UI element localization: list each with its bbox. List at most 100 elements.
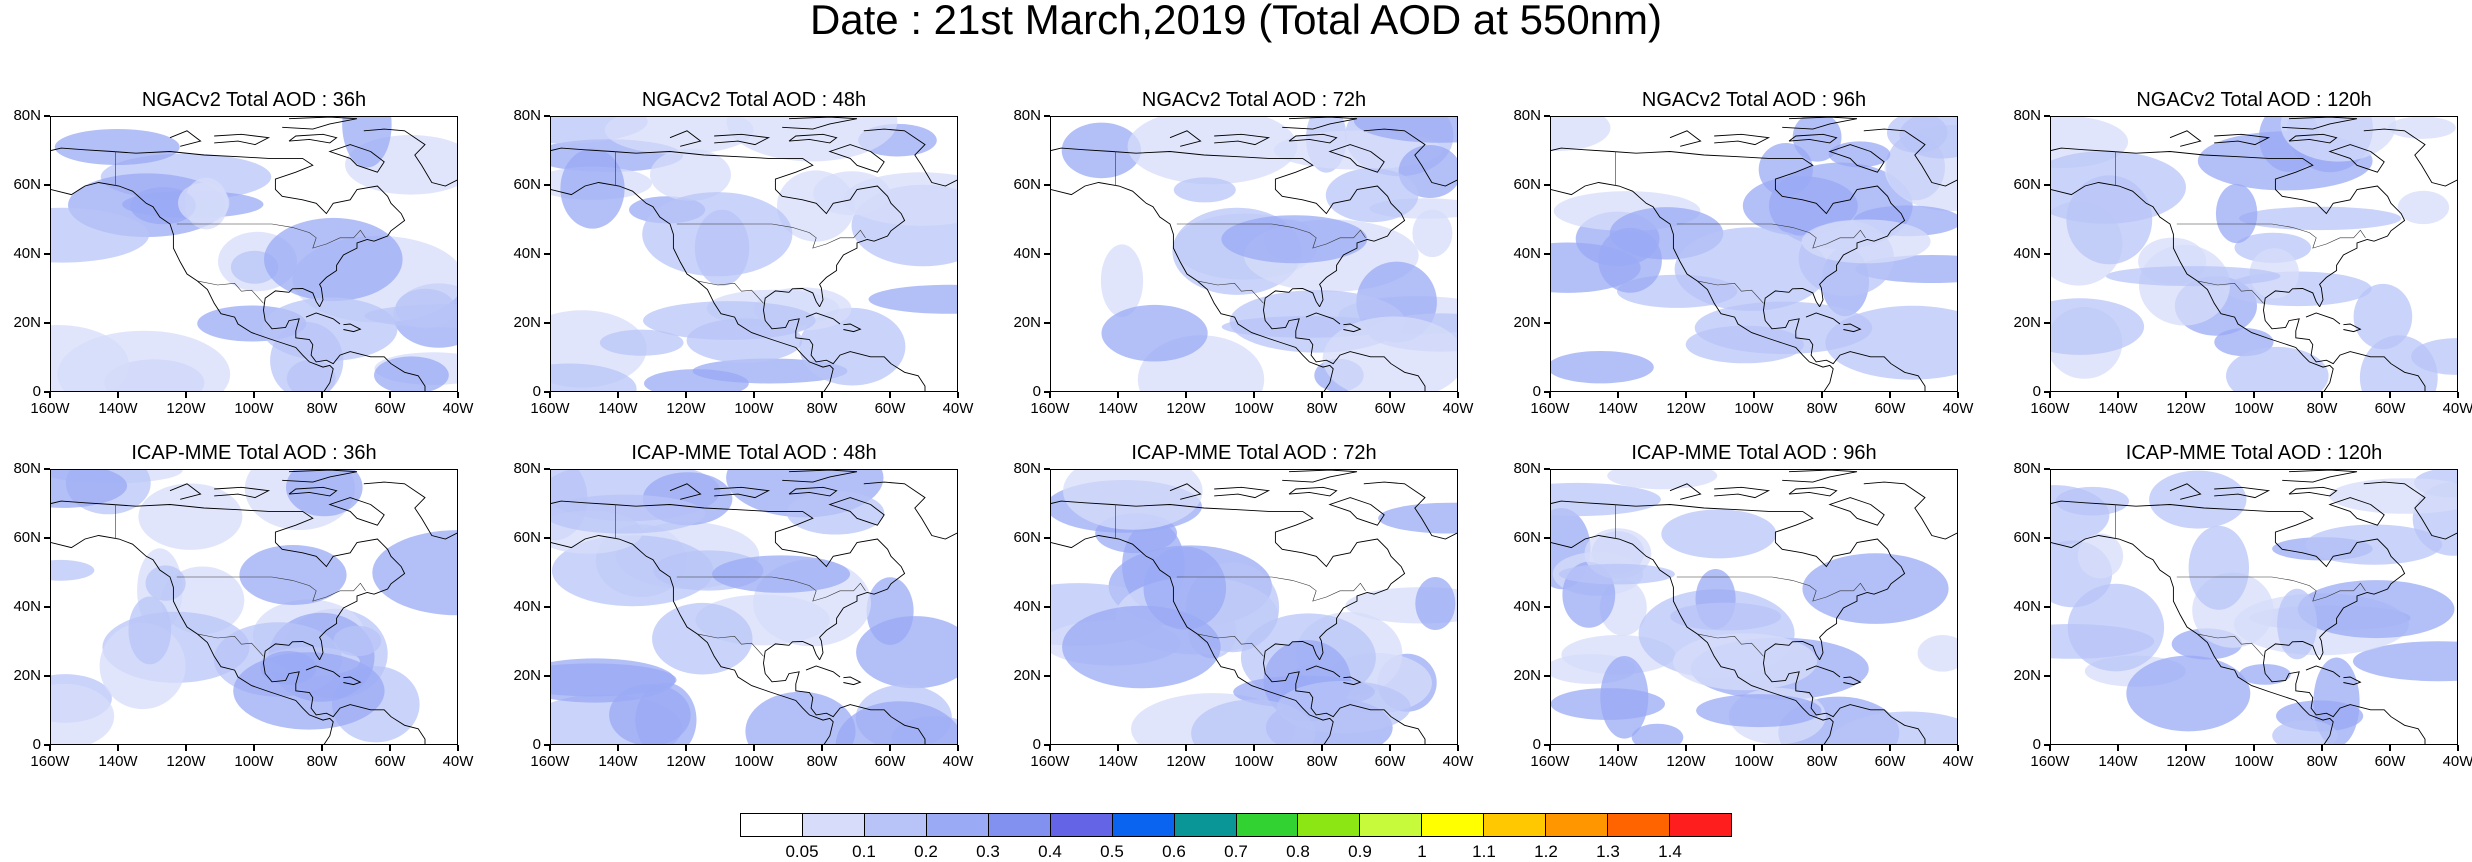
y-tick xyxy=(1544,115,1550,117)
aod-shading xyxy=(1828,141,1891,168)
aod-shading xyxy=(1551,351,1654,384)
y-tick xyxy=(544,184,550,186)
x-tick-label: 140W xyxy=(598,400,638,417)
x-tick xyxy=(1049,745,1051,751)
y-tick-label: 80N xyxy=(513,107,541,124)
y-tick-label: 60N xyxy=(2013,529,2041,546)
y-tick xyxy=(2044,468,2050,470)
coastline xyxy=(263,288,426,391)
aod-shading xyxy=(138,483,243,550)
coastline xyxy=(1288,486,1338,497)
x-tick-label: 120W xyxy=(666,400,706,417)
aod-shading xyxy=(1685,325,1804,364)
coastline xyxy=(51,535,334,744)
colorbar-label: 1.3 xyxy=(1596,842,1620,861)
colorbar-label: 0.9 xyxy=(1348,842,1372,861)
coastline xyxy=(1863,128,1957,187)
y-tick-label: 0 xyxy=(32,736,41,753)
coastline xyxy=(1782,117,1858,130)
country-border xyxy=(676,223,866,249)
coastline xyxy=(1305,312,1341,325)
map-panel: NGACv2 Total AOD : 72h 80N 60N 40N 20N 0 160W 1… xyxy=(1000,88,1473,418)
aod-shading xyxy=(650,148,731,201)
coastline xyxy=(1343,676,1362,686)
y-tick-label: 60N xyxy=(13,176,41,193)
x-tick xyxy=(2253,392,2255,398)
coastline xyxy=(1763,641,1926,744)
country-border xyxy=(2176,223,2366,249)
x-tick-label: 120W xyxy=(166,400,206,417)
x-tick xyxy=(821,392,823,398)
x-tick xyxy=(889,392,891,398)
x-tick xyxy=(2253,745,2255,751)
x-tick xyxy=(253,745,255,751)
y-tick xyxy=(44,253,50,255)
aod-shading xyxy=(57,330,231,391)
y-tick-label: 0 xyxy=(2032,383,2041,400)
aod-shading xyxy=(868,284,957,314)
coastline xyxy=(2328,497,2385,526)
coastline xyxy=(763,641,926,744)
y-tick xyxy=(544,537,550,539)
colorbar-swatch xyxy=(1360,814,1423,836)
panel-title: NGACv2 Total AOD : 48h xyxy=(641,89,867,111)
aod-shading xyxy=(1127,117,1298,185)
aod-shading xyxy=(835,701,957,744)
y-tick-label: 0 xyxy=(532,383,541,400)
aod-shading xyxy=(2297,580,2455,639)
coastline xyxy=(51,147,406,307)
y-tick-label: 40N xyxy=(1013,245,1041,262)
x-tick xyxy=(2049,392,2051,398)
y-tick xyxy=(1044,115,1050,117)
x-tick-label: 120W xyxy=(1666,400,1706,417)
colorbar-swatch xyxy=(1422,814,1485,836)
map-plot-area xyxy=(2050,469,2458,745)
coastline xyxy=(1214,133,1271,146)
x-tick xyxy=(1889,392,1891,398)
aod-shading xyxy=(643,301,816,340)
x-tick-label: 140W xyxy=(1598,400,1638,417)
coastline xyxy=(305,312,341,325)
coastline xyxy=(1305,665,1341,678)
coastline xyxy=(2051,182,2334,391)
aod-shading xyxy=(1551,117,1611,151)
coastline xyxy=(1843,676,1862,686)
x-tick-label: 120W xyxy=(2166,753,2206,770)
coastline xyxy=(2363,481,2457,540)
coastline xyxy=(363,128,457,187)
x-tick xyxy=(685,392,687,398)
y-tick xyxy=(2044,537,2050,539)
y-tick xyxy=(2044,391,2050,393)
y-tick xyxy=(1044,391,1050,393)
x-tick-label: 100W xyxy=(1234,753,1274,770)
x-tick-label: 40W xyxy=(942,753,974,770)
y-tick-label: 20N xyxy=(513,667,541,684)
x-tick xyxy=(1549,745,1551,751)
aod-shading xyxy=(128,596,172,665)
map-panel: NGACv2 Total AOD : 48h 80N 60N 40N 20N 0 160W 1… xyxy=(500,88,973,418)
y-tick-label: 20N xyxy=(1513,667,1541,684)
x-tick xyxy=(1617,745,1619,751)
aod-shading xyxy=(2149,470,2247,529)
x-tick xyxy=(1821,392,1823,398)
coastline xyxy=(1714,133,1771,146)
y-tick xyxy=(1044,322,1050,324)
y-tick xyxy=(1044,253,1050,255)
country-border xyxy=(1676,223,1866,249)
x-tick xyxy=(685,745,687,751)
x-tick xyxy=(1185,745,1187,751)
coastline xyxy=(282,470,358,483)
colorbar-label: 0.8 xyxy=(1286,842,1310,861)
aod-shading xyxy=(2411,338,2457,375)
aod-shading xyxy=(1325,168,1419,223)
aod-shading xyxy=(2329,478,2457,514)
aod-shading xyxy=(745,691,856,744)
y-tick xyxy=(2044,184,2050,186)
map-plot-area xyxy=(2050,116,2458,392)
colorbar-label: 1.1 xyxy=(1472,842,1496,861)
aod-shading xyxy=(51,559,95,581)
panel-title: NGACv2 Total AOD : 36h xyxy=(141,89,367,111)
aod-shading xyxy=(1672,633,1818,691)
coastline xyxy=(843,676,862,686)
x-tick xyxy=(1617,392,1619,398)
